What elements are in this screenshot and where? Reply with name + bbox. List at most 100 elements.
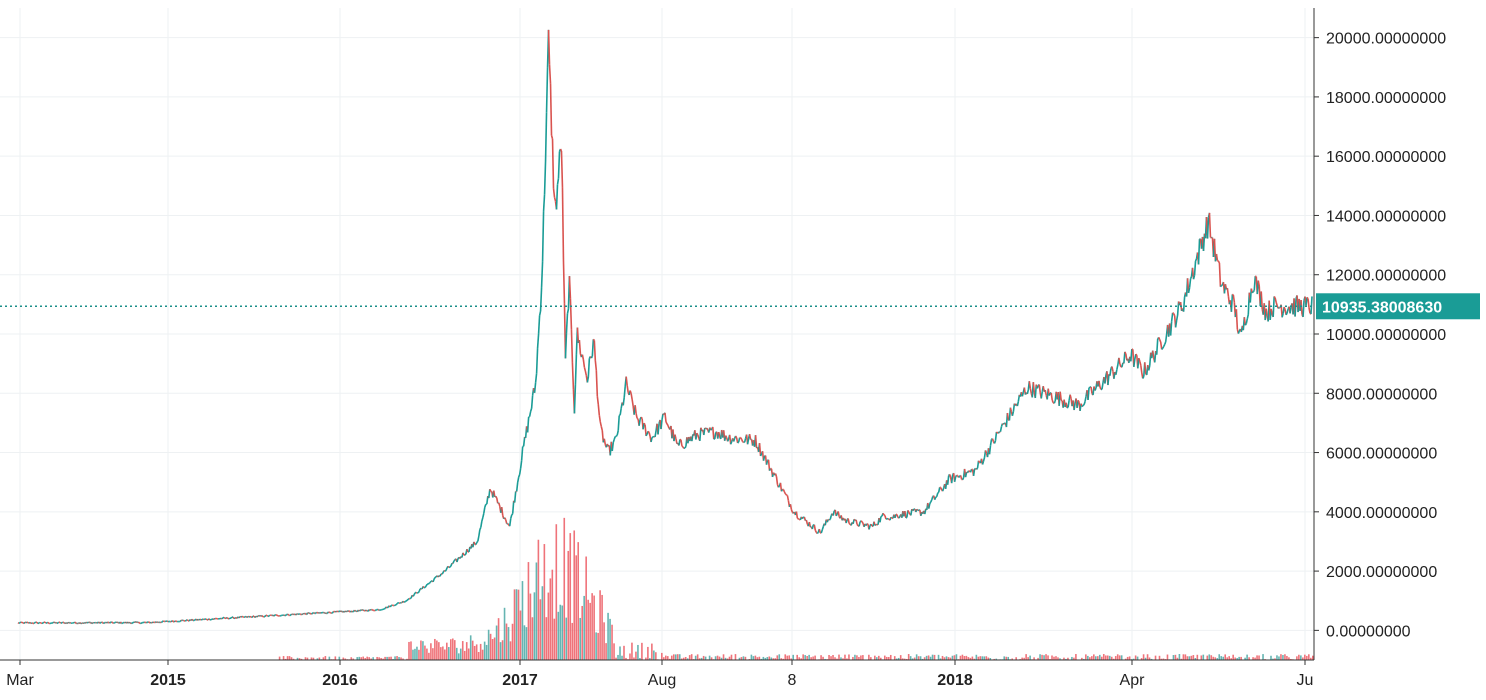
price-segment bbox=[194, 618, 197, 621]
volume-bar bbox=[1222, 656, 1225, 660]
price-segment bbox=[1066, 406, 1069, 409]
price-segment bbox=[948, 474, 952, 478]
price-segment bbox=[444, 569, 447, 572]
price-segment bbox=[225, 616, 228, 620]
volume-bar bbox=[483, 641, 486, 660]
price-segment bbox=[683, 447, 686, 450]
volume-bar bbox=[963, 656, 966, 660]
price-segment bbox=[264, 614, 267, 618]
price-segment bbox=[1002, 422, 1006, 425]
volume-bar bbox=[810, 657, 812, 660]
volume-bar bbox=[1120, 655, 1123, 660]
price-segment bbox=[509, 514, 513, 519]
volume-bar bbox=[457, 653, 460, 660]
volume-bar bbox=[1063, 657, 1065, 660]
price-segment bbox=[1308, 307, 1311, 314]
price-series bbox=[17, 29, 1313, 625]
volume-bar bbox=[678, 654, 681, 660]
price-segment bbox=[754, 435, 758, 449]
price-segment bbox=[301, 613, 304, 616]
volume-bar bbox=[1045, 654, 1047, 660]
price-segment bbox=[640, 416, 643, 419]
price-segment bbox=[748, 434, 752, 440]
volume-bar bbox=[499, 642, 502, 660]
volume-bar bbox=[1262, 654, 1264, 660]
price-segment bbox=[1245, 318, 1249, 324]
volume-bar bbox=[822, 656, 824, 660]
volume-bar bbox=[913, 657, 916, 660]
price-segment bbox=[1044, 389, 1048, 396]
price-segment bbox=[1231, 293, 1234, 296]
volume-bar bbox=[418, 649, 420, 660]
price-segment bbox=[569, 298, 573, 330]
volume-bar bbox=[955, 654, 958, 660]
price-segment bbox=[565, 313, 569, 334]
price-segment bbox=[42, 621, 45, 624]
volume-bar bbox=[557, 611, 560, 660]
volume-bar bbox=[1196, 654, 1199, 660]
price-segment bbox=[1118, 357, 1121, 365]
volume-bar bbox=[1089, 657, 1091, 660]
price-segment bbox=[611, 442, 615, 452]
price-segment bbox=[161, 620, 164, 623]
price-segment bbox=[112, 622, 114, 624]
volume-bar bbox=[541, 586, 544, 660]
price-segment bbox=[1142, 376, 1145, 379]
volume-bar bbox=[547, 592, 550, 660]
volume-bar bbox=[730, 654, 733, 660]
price-segment bbox=[294, 613, 297, 616]
price-segment bbox=[603, 438, 607, 445]
price-segment bbox=[171, 619, 174, 623]
x-axis[interactable]: Mar 2015 2016 2017 Aug 8 2018 Apr Ju bbox=[6, 660, 1313, 689]
volume-bar bbox=[949, 657, 952, 660]
y-axis[interactable]: 0.00000000 2000.00000000 4000.00000000 6000… bbox=[1314, 31, 1446, 641]
price-segment bbox=[661, 413, 664, 420]
price-segment bbox=[726, 438, 730, 442]
volume-bar bbox=[352, 658, 355, 660]
price-segment bbox=[1060, 399, 1063, 402]
price-segment bbox=[150, 621, 153, 624]
price-segment bbox=[97, 621, 101, 624]
volume-bar bbox=[941, 655, 944, 660]
volume-bar bbox=[432, 648, 434, 660]
price-segment bbox=[953, 476, 957, 482]
price-segment bbox=[100, 621, 103, 624]
price-segment bbox=[934, 496, 937, 500]
price-segment bbox=[403, 600, 406, 603]
price-segment bbox=[1069, 394, 1072, 399]
volume-bar bbox=[370, 658, 372, 660]
price-segment bbox=[462, 552, 465, 556]
volume-bar bbox=[1003, 656, 1006, 660]
price-segment bbox=[1036, 385, 1040, 389]
price-segment bbox=[666, 423, 669, 426]
grid bbox=[0, 8, 1314, 660]
price-segment bbox=[545, 67, 549, 113]
price-segment bbox=[995, 431, 998, 434]
volume-bar bbox=[1132, 658, 1135, 660]
volume-bar bbox=[467, 648, 470, 660]
price-segment bbox=[315, 611, 318, 614]
price-segment bbox=[1215, 253, 1219, 261]
price-segment bbox=[591, 339, 595, 357]
price-segment bbox=[1109, 368, 1112, 376]
volume-bar bbox=[619, 646, 621, 660]
volume-bar bbox=[448, 647, 450, 660]
price-segment bbox=[782, 489, 786, 493]
volume-bar bbox=[398, 657, 400, 660]
volume-bar bbox=[629, 653, 631, 660]
price-segment bbox=[664, 412, 667, 422]
price-segment bbox=[586, 376, 590, 383]
volume-bar bbox=[446, 642, 448, 660]
volume-bar bbox=[1284, 654, 1286, 660]
volume-bar bbox=[459, 648, 462, 660]
price-segment bbox=[959, 475, 963, 480]
volume-bar bbox=[840, 657, 842, 660]
price-segment bbox=[835, 513, 838, 517]
price-segment bbox=[594, 360, 598, 371]
volume-bar bbox=[553, 618, 556, 660]
price-segment bbox=[805, 519, 809, 525]
volume-bar bbox=[1154, 655, 1157, 660]
volume-bar bbox=[951, 655, 954, 660]
volume-bar bbox=[1047, 655, 1049, 660]
